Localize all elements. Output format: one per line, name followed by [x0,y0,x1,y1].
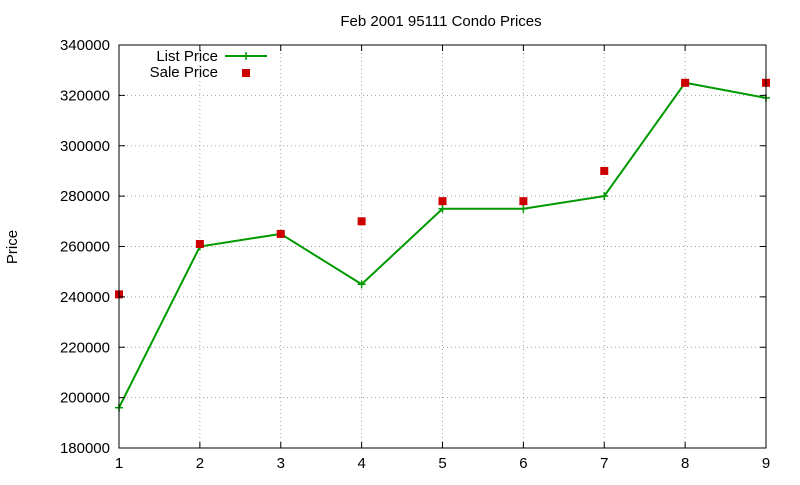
list-price-point [519,204,528,213]
sale-price-point [600,166,609,175]
sale-price-point [276,229,285,238]
y-tick-label: 180000 [60,440,110,457]
x-tick-label: 5 [438,455,446,472]
y-tick-label: 200000 [60,390,110,407]
y-tick-label: 320000 [60,87,110,104]
chart-title: Feb 2001 95111 Condo Prices [340,13,541,30]
x-tick-label: 8 [681,455,689,472]
y-tick-label: 340000 [60,37,110,54]
x-tick-label: 6 [519,455,527,472]
x-tick-label: 1 [115,455,123,472]
legend-label: Sale Price [150,64,218,81]
list-price-point [357,280,366,289]
y-tick-label: 240000 [60,289,110,306]
y-tick-label: 260000 [60,239,110,256]
legend-marker [242,52,250,60]
y-tick-label: 280000 [60,188,110,205]
y-tick-label: 220000 [60,339,110,356]
sale-price-point [438,197,447,206]
x-tick-label: 4 [357,455,365,472]
x-tick-label: 7 [600,455,608,472]
sale-price-point [519,197,528,206]
y-axis-label: Price [4,230,21,264]
sale-price-point [195,239,204,248]
sale-price-point [681,78,690,87]
y-tick-label: 300000 [60,138,110,155]
sale-price-point [357,217,366,226]
legend-label: List Price [156,48,218,65]
x-tick-label: 3 [277,455,285,472]
x-tick-label: 2 [196,455,204,472]
list-price-point [438,204,447,213]
list-price-point [600,192,609,201]
x-tick-label: 9 [762,455,770,472]
axis-ticks: 180000 200000 220000 240000 260000 280000 3000… [60,37,770,472]
legend-marker [242,69,250,77]
